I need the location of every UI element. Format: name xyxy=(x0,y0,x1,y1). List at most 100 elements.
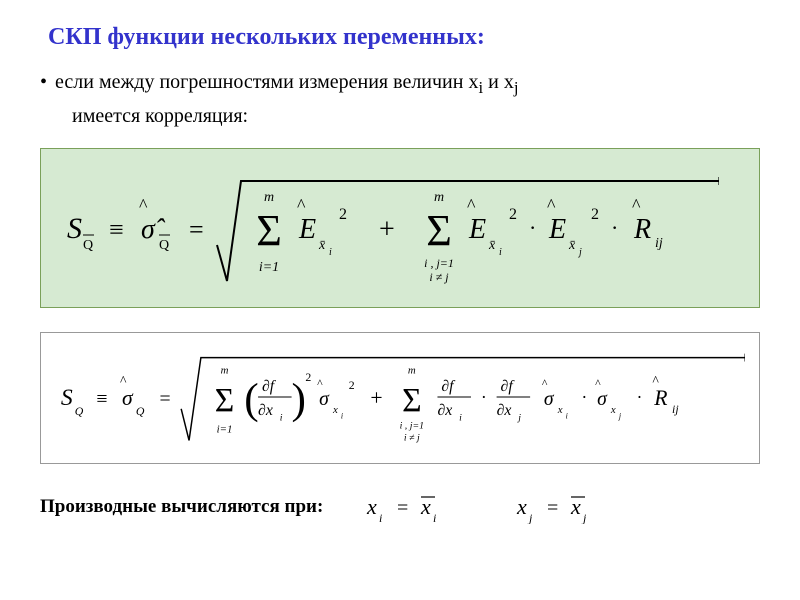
svg-text:ij: ij xyxy=(672,402,679,416)
bullet-text-part-a: если между погрешностями измерения велич… xyxy=(55,71,478,93)
svg-text:i: i xyxy=(379,511,382,524)
svg-text:j: j xyxy=(516,413,521,424)
slide-title: СКП функции нескольких переменных: xyxy=(48,24,760,51)
svg-text:m: m xyxy=(434,190,444,205)
svg-text:Σ: Σ xyxy=(426,206,452,255)
svg-text:x: x xyxy=(570,494,581,519)
svg-text:m: m xyxy=(221,364,229,376)
svg-text:Σ: Σ xyxy=(215,382,235,419)
svg-text:(: ( xyxy=(244,375,258,423)
svg-text:E: E xyxy=(548,214,566,245)
svg-text:x: x xyxy=(557,404,563,416)
svg-text:·: · xyxy=(637,387,643,407)
svg-text:∂x: ∂x xyxy=(258,402,273,419)
footer-row: Производные вычисляются при: x i = x i x… xyxy=(40,490,760,524)
svg-text:i=1: i=1 xyxy=(259,260,279,275)
svg-text:i ≠ j: i ≠ j xyxy=(404,432,420,443)
svg-text:^: ^ xyxy=(542,376,548,390)
svg-text:+: + xyxy=(370,386,382,410)
svg-text:^: ^ xyxy=(595,376,601,390)
svg-text:·: · xyxy=(581,387,587,407)
svg-text:∂f: ∂f xyxy=(441,378,456,395)
svg-text:·: · xyxy=(611,215,618,240)
svg-text:m: m xyxy=(264,190,274,205)
equation-box-1: S Q ≡ σ̂ ^ Q = m Σ i=1 E xyxy=(40,148,760,308)
svg-text:i , j=1: i , j=1 xyxy=(400,421,424,432)
svg-text:Q: Q xyxy=(75,404,84,418)
svg-text:x: x xyxy=(332,404,338,416)
svg-text:E: E xyxy=(468,214,486,245)
svg-text:E: E xyxy=(298,214,316,245)
bullet-marker: • xyxy=(40,69,47,95)
svg-text:i: i xyxy=(341,412,343,421)
svg-text:m: m xyxy=(408,364,416,376)
bullet-text-part-b: и x xyxy=(483,71,514,93)
footer-label: Производные вычисляются при: xyxy=(40,496,323,518)
svg-text:i , j=1: i , j=1 xyxy=(424,256,454,270)
svg-text:Q: Q xyxy=(159,238,169,253)
svg-text:=: = xyxy=(547,497,558,519)
equation-box-2: S Q ≡ σ ^ Q = m Σ i=1 ( ∂f xyxy=(40,332,760,464)
svg-text:·: · xyxy=(481,387,487,407)
svg-text:R: R xyxy=(633,214,651,245)
svg-text:∂f: ∂f xyxy=(501,378,516,395)
svg-text:+: + xyxy=(379,214,395,245)
svg-text:^: ^ xyxy=(297,195,306,215)
footer-eq-1: x i = x i xyxy=(363,490,473,524)
bullet-text-line1: если между погрешностями измерения велич… xyxy=(55,69,518,101)
svg-text:∂x: ∂x xyxy=(437,402,452,419)
svg-text:2: 2 xyxy=(509,206,517,223)
svg-text:x̄: x̄ xyxy=(488,238,496,253)
svg-text:^: ^ xyxy=(632,195,641,215)
svg-text:2: 2 xyxy=(591,206,599,223)
equation-2-svg: S Q ≡ σ ^ Q = m Σ i=1 ( ∂f xyxy=(55,343,745,453)
svg-text:≡: ≡ xyxy=(96,388,107,410)
svg-text:j: j xyxy=(577,247,582,258)
equation-1-svg: S Q ≡ σ̂ ^ Q = m Σ i=1 E xyxy=(59,163,719,293)
svg-text:^: ^ xyxy=(547,195,556,215)
svg-text:ij: ij xyxy=(655,236,663,251)
svg-text:Σ: Σ xyxy=(256,206,282,255)
svg-text:σ: σ xyxy=(122,386,134,410)
svg-text:Σ: Σ xyxy=(402,382,422,419)
svg-text:j: j xyxy=(618,412,621,421)
svg-text:2: 2 xyxy=(305,370,311,384)
svg-text:x̄: x̄ xyxy=(318,238,326,253)
svg-text:i: i xyxy=(459,413,462,424)
svg-text:=: = xyxy=(189,215,204,244)
svg-text:^: ^ xyxy=(652,373,659,388)
svg-text:^: ^ xyxy=(139,195,148,215)
svg-text:i: i xyxy=(566,412,568,421)
svg-text:Q: Q xyxy=(136,404,145,418)
bullet-text-line2: имеется корреляция: xyxy=(72,105,760,128)
svg-text:S: S xyxy=(67,212,82,245)
svg-text:x: x xyxy=(516,494,527,519)
svg-text:^: ^ xyxy=(120,373,127,388)
svg-text:σ: σ xyxy=(544,388,555,410)
svg-text:σ: σ xyxy=(597,388,608,410)
svg-text:x: x xyxy=(420,494,431,519)
svg-text:∂f: ∂f xyxy=(262,378,277,395)
svg-text:S: S xyxy=(61,385,73,411)
svg-text:i ≠ j: i ≠ j xyxy=(429,270,449,284)
svg-text:i: i xyxy=(280,413,283,424)
svg-text:2: 2 xyxy=(339,206,347,223)
svg-text:=: = xyxy=(159,388,170,410)
svg-text:^: ^ xyxy=(467,195,476,215)
svg-text:j: j xyxy=(527,511,533,524)
svg-text:·: · xyxy=(529,215,536,240)
svg-text:∂x: ∂x xyxy=(497,402,512,419)
svg-text:j: j xyxy=(581,511,587,524)
svg-text:i: i xyxy=(433,511,436,524)
bullet-item: • если между погрешностями измерения вел… xyxy=(40,69,760,101)
svg-text:i=1: i=1 xyxy=(217,424,233,436)
footer-eq-2: x j = x j xyxy=(513,490,623,524)
svg-text:i: i xyxy=(499,247,502,258)
svg-text:^: ^ xyxy=(317,376,323,390)
svg-text:): ) xyxy=(292,375,306,423)
svg-text:σ: σ xyxy=(319,388,330,410)
svg-text:2: 2 xyxy=(349,378,355,392)
svg-text:R: R xyxy=(653,386,667,410)
svg-text:i: i xyxy=(329,247,332,258)
svg-text:≡: ≡ xyxy=(109,215,124,244)
